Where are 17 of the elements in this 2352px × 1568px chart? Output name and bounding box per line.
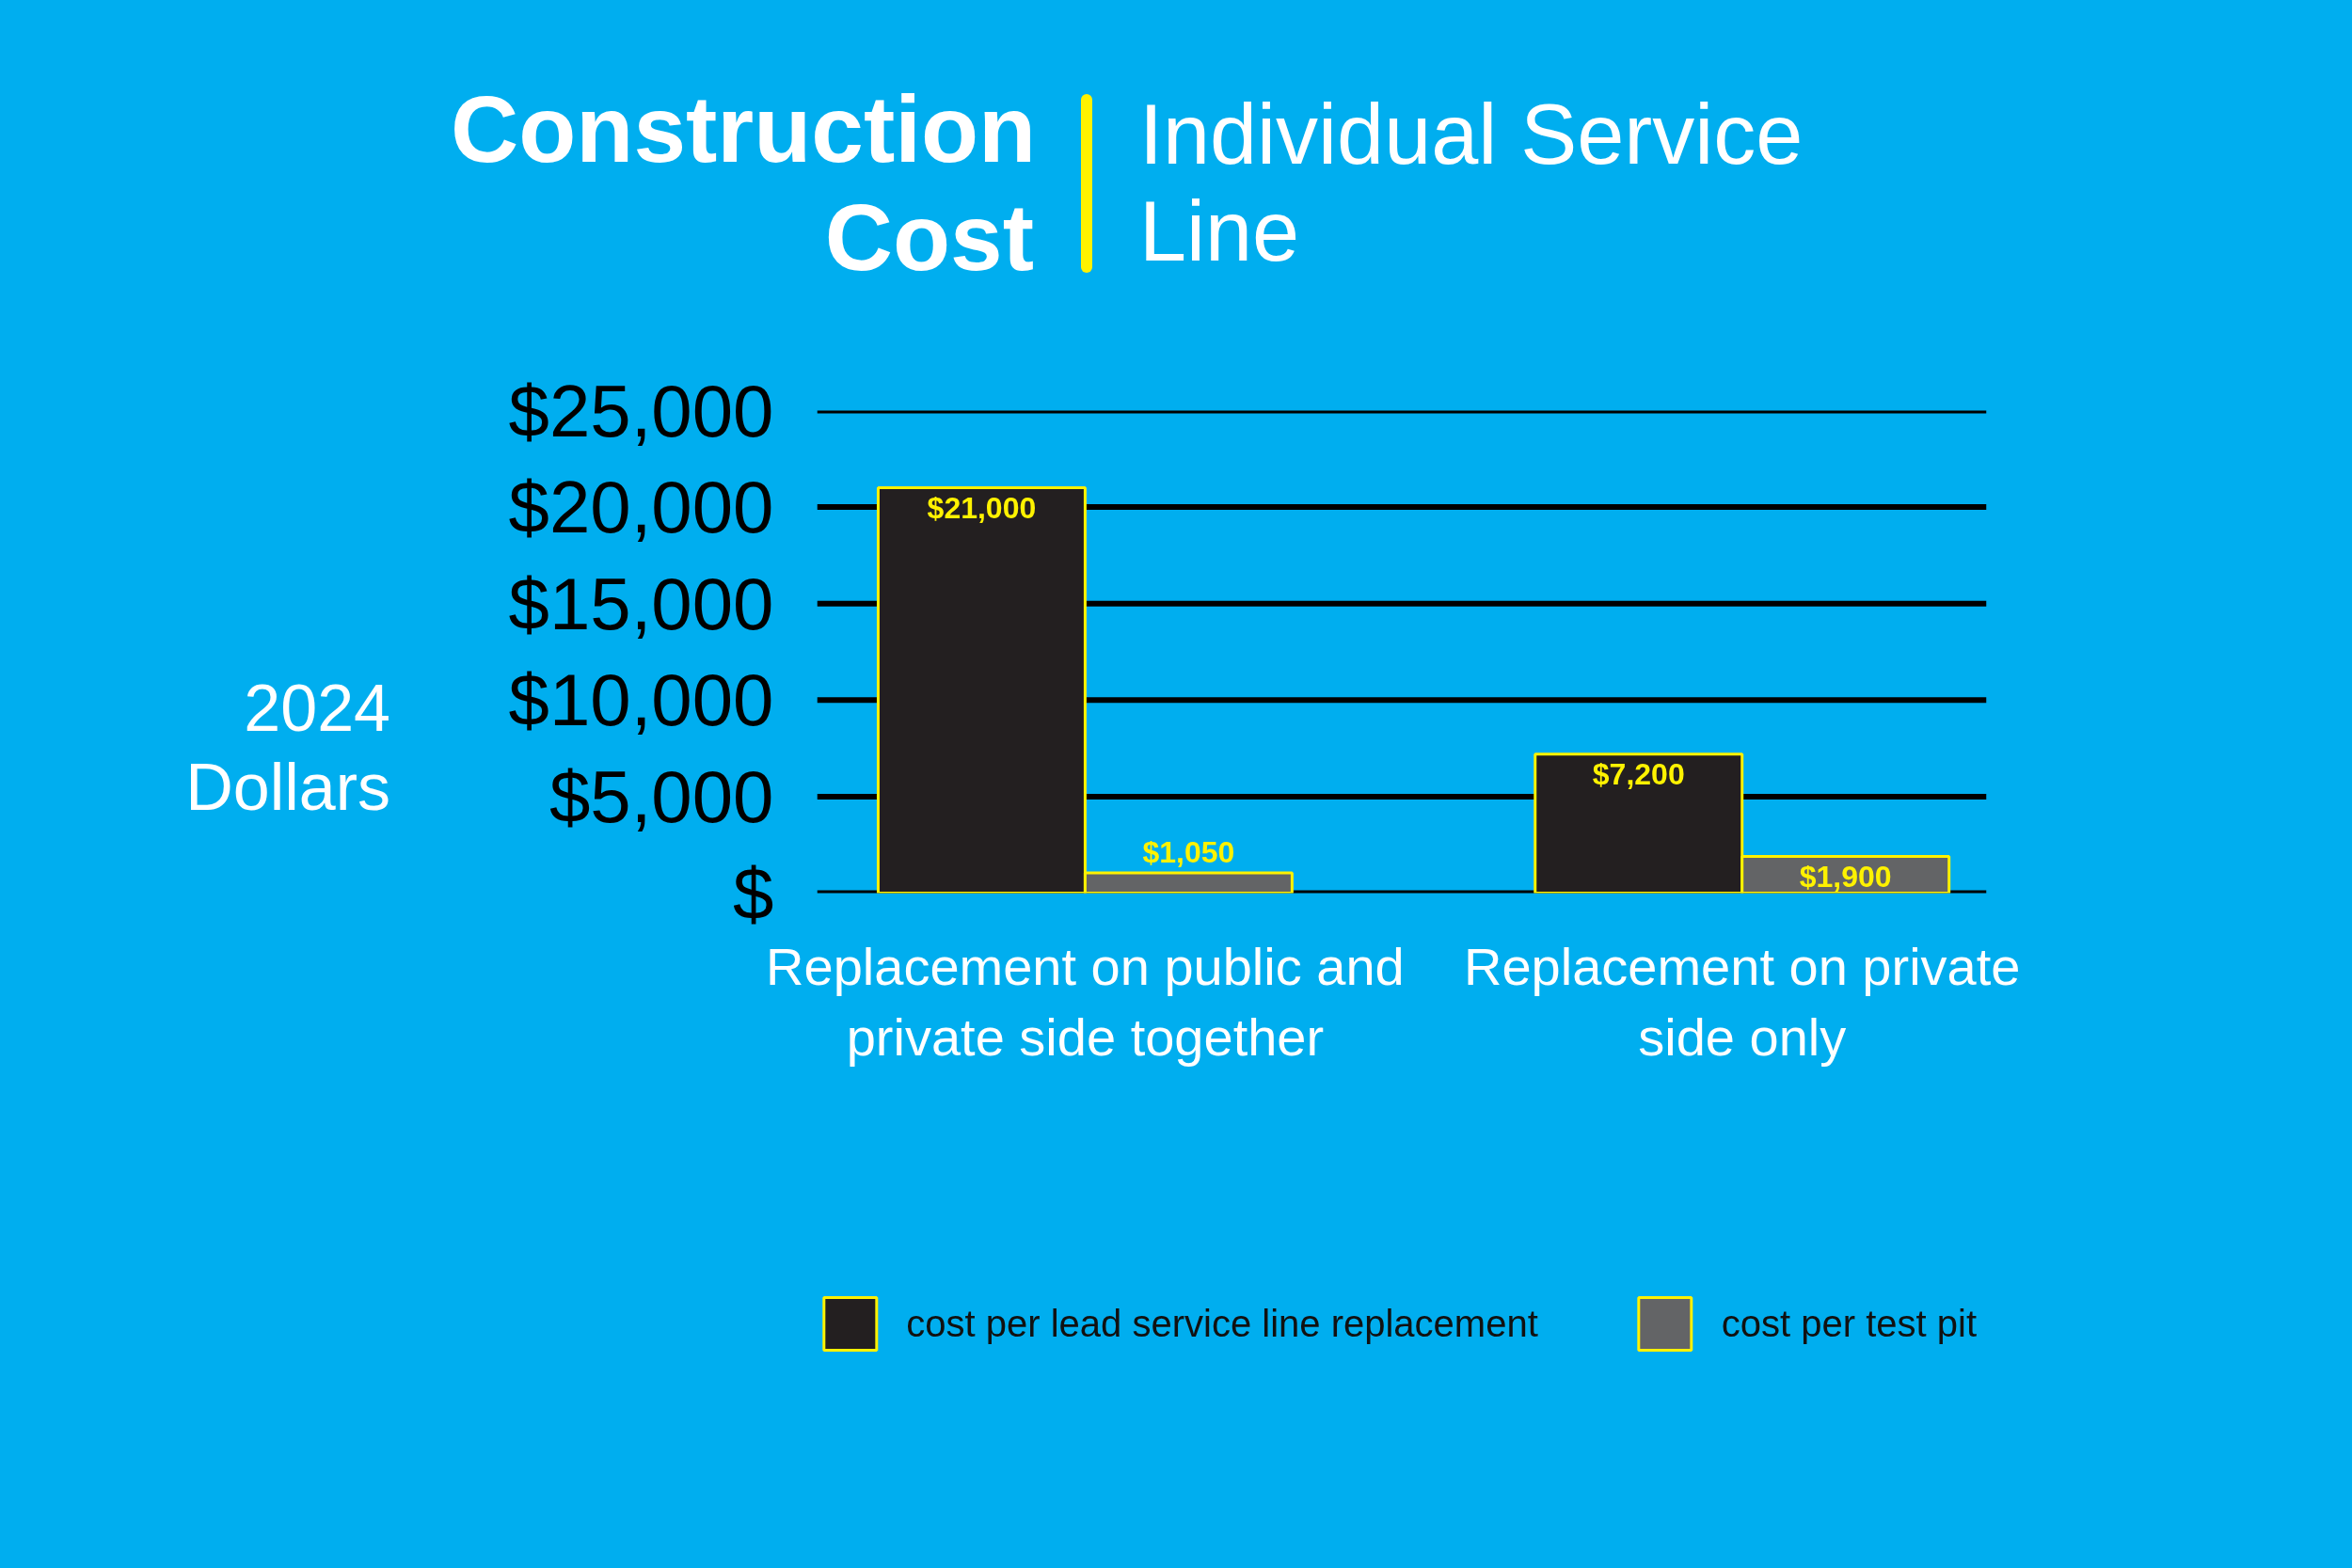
y-tick-label: $ [733,851,774,935]
text: $1,050 [1142,834,1235,869]
text: $1,900 [1799,859,1892,894]
y-tick-label: $15,000 [508,562,774,645]
x-tick-label: Replacement on public and private side together [766,936,1405,1068]
chart-subtitle: Individual Service Line [1139,86,1804,280]
y-tick-label: $20,000 [508,466,774,549]
y-tick-label: $10,000 [508,658,774,742]
y-tick-label: $5,000 [548,754,774,838]
legend-label: cost per lead service line replacement [906,1302,1538,1345]
x-tick-label: Replacement on private side only [1464,936,2021,1068]
y-tick-label: $25,000 [508,369,774,452]
text: $21,000 [927,490,1037,525]
y-axis-title: 2024 Dollars [184,671,390,826]
legend-label: cost per test pit [1721,1302,1977,1345]
text: $7,200 [1592,756,1685,791]
chart-title: Construction Cost [451,75,1037,292]
